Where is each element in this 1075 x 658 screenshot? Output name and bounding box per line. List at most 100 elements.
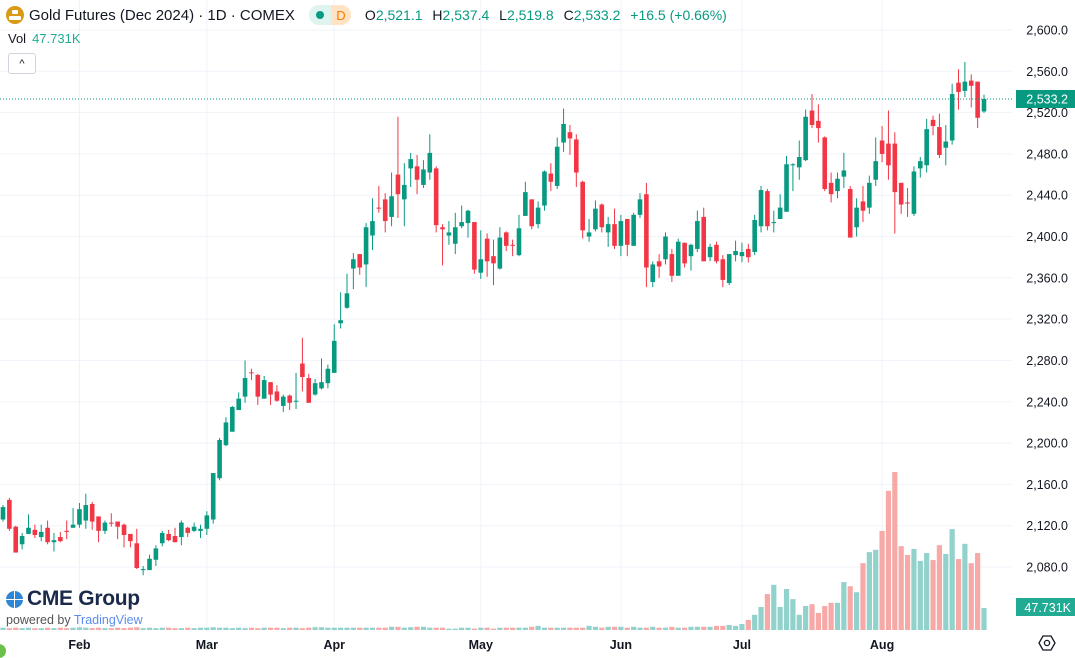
candle-up <box>280 396 286 406</box>
candle-down <box>879 140 885 154</box>
volume-bar <box>904 554 911 630</box>
volume-bar <box>369 627 376 630</box>
candle-up <box>523 192 528 216</box>
candle-up <box>924 129 929 166</box>
candle-up <box>344 293 350 308</box>
candle-up <box>70 524 76 528</box>
volume-bar <box>433 627 439 630</box>
volume-bar <box>841 582 847 630</box>
volume-bar <box>312 627 318 630</box>
volume-bar <box>688 626 694 630</box>
volume-bar <box>76 627 83 630</box>
high-key: H <box>432 7 443 23</box>
candle-up <box>427 152 433 173</box>
volume-bar <box>911 548 917 630</box>
volume-bar <box>707 626 713 630</box>
volume-bar <box>745 619 751 630</box>
volume-bar <box>6 628 12 630</box>
candle-up <box>535 207 541 225</box>
candle-down <box>121 524 127 535</box>
volume-bar <box>548 627 554 630</box>
volume-bar <box>866 552 872 630</box>
candle-up <box>962 81 968 91</box>
low-key: L <box>499 7 507 23</box>
candle-up <box>402 184 407 200</box>
volume-bar <box>669 626 675 630</box>
volume-bar <box>121 628 127 630</box>
volume-bar <box>159 627 165 630</box>
y-tick-label: 2,560.0 <box>1026 65 1068 79</box>
candle-up <box>0 507 6 520</box>
market-open-dot-icon <box>315 11 324 19</box>
candle-up <box>867 182 872 208</box>
candle-down <box>701 216 707 262</box>
market-status-pill[interactable]: D <box>308 5 351 25</box>
candle-down <box>529 199 535 227</box>
x-tick-label: Mar <box>196 638 218 652</box>
volume-bar <box>560 627 567 630</box>
change-value: +16.5 (+0.66%) <box>630 7 727 23</box>
candle-up <box>554 146 560 186</box>
volume-bar <box>439 627 446 630</box>
volume-bar <box>408 627 414 630</box>
candle-up <box>421 169 426 185</box>
candle-up <box>663 236 668 260</box>
candle-up <box>739 252 745 257</box>
grid <box>0 0 1012 632</box>
volume-bar <box>936 545 943 630</box>
candle-up <box>319 382 324 389</box>
volume-bar <box>363 627 369 630</box>
symbol-title[interactable]: Gold Futures (Dec 2024) · 1D · COMEX <box>29 6 295 24</box>
candle-down <box>287 395 292 403</box>
ohlc-values: O2,521.1 H2,537.4 L2,519.8 C2,533.2 +16.… <box>365 7 733 23</box>
volume-bar <box>637 627 643 630</box>
candle-up <box>796 157 802 168</box>
candle-down <box>898 182 904 205</box>
volume-bar <box>299 628 305 630</box>
branding-logo[interactable]: CME Group powered by TradingView <box>6 587 143 627</box>
volume-bar <box>605 626 611 630</box>
candle-down <box>108 522 114 524</box>
price-axis[interactable]: 2,600.0 2,560.0 2,520.0 2,480.0 2,440.0 2,400… <box>1026 24 1068 575</box>
collapse-legend-button[interactable]: ^ <box>8 53 36 74</box>
candle-up <box>363 227 369 265</box>
volume-bar <box>815 612 821 630</box>
candle-up <box>230 406 235 432</box>
volume-bar <box>280 628 286 630</box>
candle-down <box>306 378 312 403</box>
volume-bar <box>229 628 235 630</box>
candle-down <box>905 202 910 204</box>
candle-up <box>516 228 522 256</box>
close-key: C <box>563 7 574 23</box>
candle-up <box>752 220 757 253</box>
volume-bar <box>656 627 662 630</box>
volume-bar <box>790 599 796 630</box>
candle-up <box>586 232 592 237</box>
candle-up <box>784 164 789 212</box>
candle-up <box>312 383 318 395</box>
volume-bar <box>248 627 255 630</box>
candle-down <box>860 201 866 211</box>
candle-down <box>510 244 515 246</box>
volume-label: Vol <box>8 31 27 46</box>
candle-up <box>293 400 299 402</box>
candle-down <box>249 372 254 374</box>
volume-bar <box>662 627 669 630</box>
y-tick-label: 2,320.0 <box>1026 313 1068 327</box>
time-axis[interactable]: Feb Mar Apr May Jun Jul Aug <box>68 638 894 652</box>
volume-bar <box>25 627 32 630</box>
candle-up <box>777 207 783 219</box>
candle-down <box>644 194 649 268</box>
candle-down <box>886 143 891 166</box>
volume-bar <box>344 627 350 630</box>
volume-bar <box>401 627 407 630</box>
candle-up <box>446 232 452 236</box>
y-tick-label: 2,080.0 <box>1026 561 1068 575</box>
settings-icon[interactable] <box>1038 634 1056 652</box>
volume-bar <box>115 627 121 630</box>
candle-up <box>803 116 808 161</box>
volume-bar <box>153 628 159 630</box>
volume-bar <box>261 627 267 630</box>
volume-bar <box>962 543 968 630</box>
